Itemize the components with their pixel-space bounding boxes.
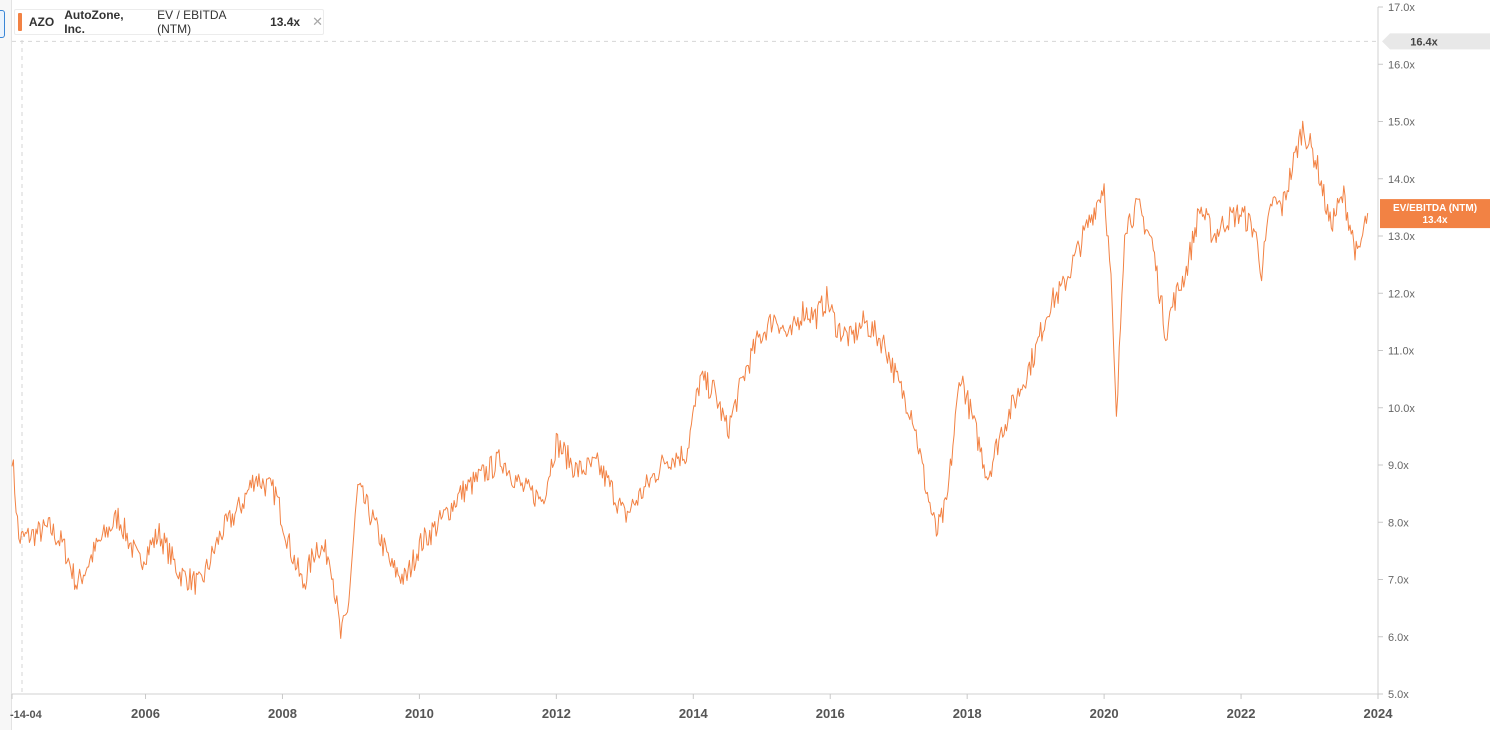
current-badge-title: EV/EBITDA (NTM): [1393, 203, 1477, 214]
x-tick-label: 2008: [268, 706, 297, 721]
y-tick-label: 8.0x: [1388, 517, 1409, 529]
y-tick-label: 6.0x: [1388, 632, 1409, 644]
y-axis: 5.0x 6.0x 7.0x 8.0x 9.0x 10.0x 11.0x 12.0x 13.0x…: [1377, 2, 1415, 701]
y-tick-label: 16.0x: [1388, 59, 1415, 71]
left-panel-edge: [0, 0, 12, 730]
legend-swatch: [18, 13, 22, 31]
x-tick-label: 2016: [816, 706, 845, 721]
y-tick-label: 17.0x: [1388, 2, 1415, 14]
x-tick-label: 2018: [953, 706, 982, 721]
legend-value: 13.4x: [270, 15, 301, 29]
legend-company: AutoZone, Inc.: [64, 8, 124, 36]
x-tick-label: 2014: [679, 706, 709, 721]
legend: AZO AutoZone, Inc. EV / EBITDA (NTM) 13.…: [14, 8, 324, 36]
y-tick-label: 9.0x: [1388, 460, 1409, 472]
close-icon[interactable]: ✕: [312, 14, 324, 29]
x-tick-label: 2006: [131, 706, 160, 721]
reference-badge-label: 16.4x: [1410, 36, 1438, 48]
x-tick-label: 2010: [405, 706, 434, 721]
x-tick-label: 2022: [1227, 706, 1256, 721]
y-tick-label: 5.0x: [1388, 689, 1409, 701]
current-value-badge: [1380, 199, 1490, 229]
reference-line: [12, 40, 1378, 694]
y-tick-label: 15.0x: [1388, 117, 1415, 129]
series-line: [11, 120, 1369, 639]
current-badge-value: 13.4x: [1422, 215, 1447, 226]
legend-ticker: AZO: [28, 15, 55, 29]
x-axis: -14-04 2006 2008 2010 2012 2014 2016 2018 2020 20…: [10, 693, 1394, 721]
y-tick-label: 14.0x: [1388, 174, 1415, 186]
series-group: [11, 120, 1369, 639]
panel-toggle-tab[interactable]: [0, 10, 5, 38]
y-tick-label: 10.0x: [1388, 403, 1415, 415]
y-tick-label: 12.0x: [1388, 288, 1415, 300]
reference-badge: [1382, 33, 1490, 50]
x-tick-label: 2012: [542, 706, 571, 721]
badge-group: 16.4x EV/EBITDA (NTM)13.4x: [1380, 33, 1490, 229]
y-tick-label: 7.0x: [1388, 575, 1409, 587]
x-tick-label: 2024: [1364, 706, 1394, 721]
y-tick-label: 11.0x: [1388, 346, 1415, 358]
legend-metric: EV / EBITDA (NTM): [157, 8, 226, 36]
x-tick-label: 2020: [1090, 706, 1119, 721]
y-tick-label: 13.0x: [1388, 231, 1415, 243]
x-tick-label: -14-04: [10, 709, 43, 721]
